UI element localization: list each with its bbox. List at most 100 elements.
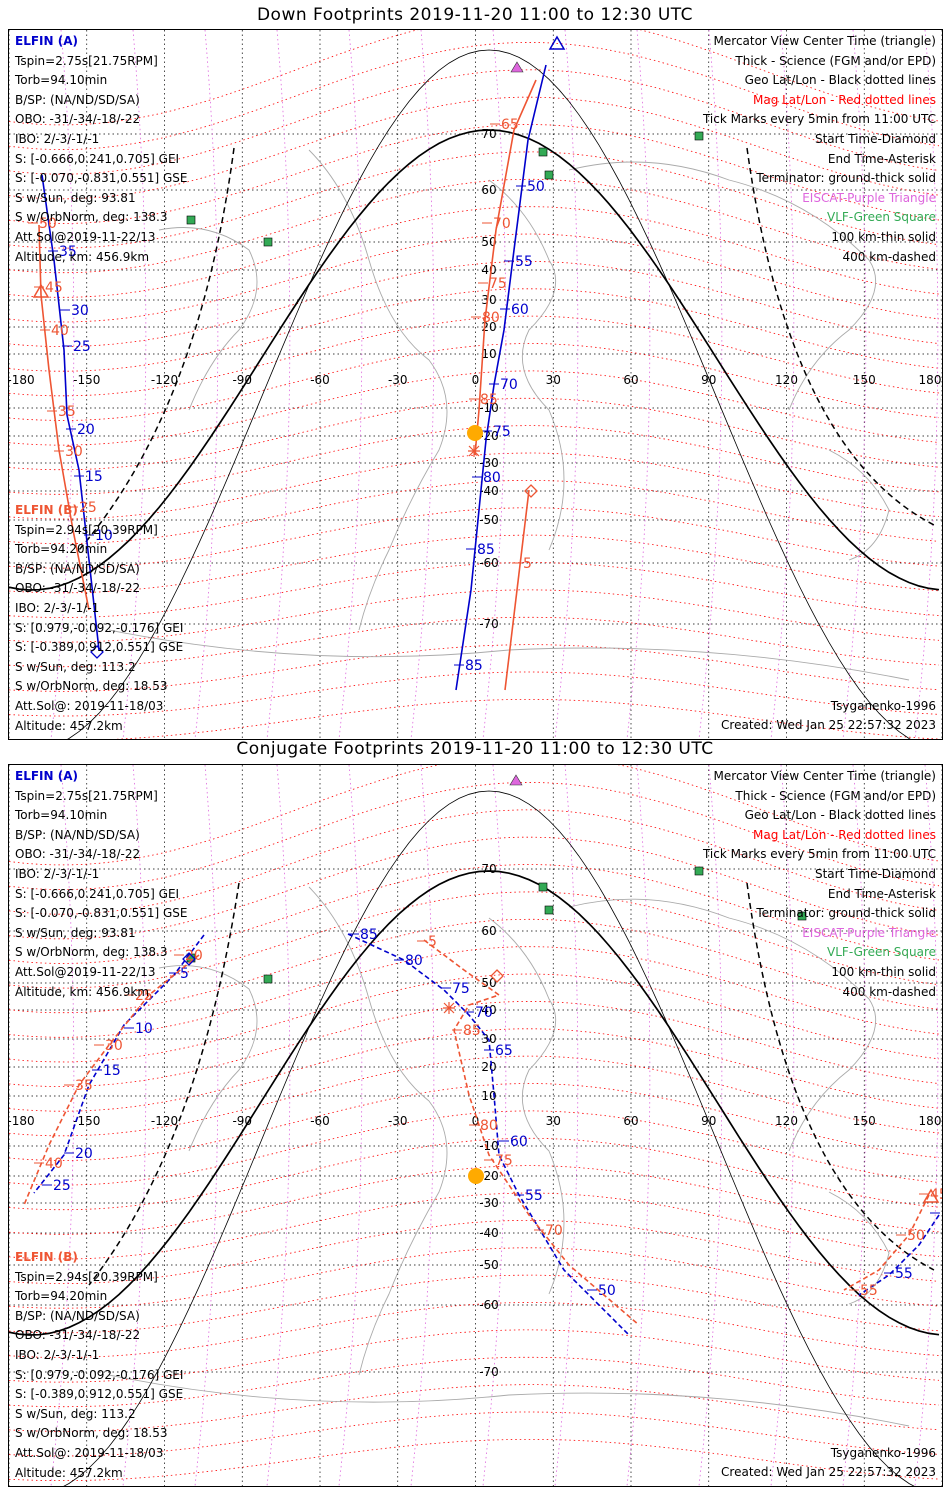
lon-tick-label: -30: [388, 1114, 408, 1128]
info-line: IBO: 2/-3/-1/-1: [15, 131, 100, 146]
track-tick-label: 75: [493, 424, 511, 440]
sun-icon: [467, 425, 483, 441]
mag-lat-line: [9, 891, 940, 989]
info-line: S w/Sun, deg: 93.81: [15, 190, 136, 205]
lon-tick-label: -180: [9, 1114, 35, 1128]
track-tick-label: 55: [860, 1283, 878, 1299]
mag-lat-line: [9, 452, 940, 520]
terminator-ground: [9, 870, 940, 1336]
legend-item: Terminator: ground-thick solid: [756, 171, 936, 186]
mag-lon-line: [410, 765, 435, 1486]
vlf-square-icon: [186, 215, 196, 225]
mag-lat-line: [9, 616, 940, 668]
elfin-b-down-track: [474, 79, 537, 456]
coastline: [308, 886, 448, 1376]
lat-tick-label: 20: [481, 1060, 496, 1074]
start-diamond-icon: [524, 484, 538, 498]
track-tick-label: 25: [79, 500, 97, 516]
info-line: S: [-0.666,0.241,0.705] GEI: [15, 151, 180, 166]
conj-legend: Mercator View Center Time (triangle) Thi…: [703, 767, 936, 1002]
mag-lon-line: [698, 765, 723, 1486]
end-asterisk-icon: [443, 1002, 455, 1014]
conj-elfin-a-header: ELFIN (A): [15, 769, 78, 783]
track-tick-label: 80: [480, 1118, 498, 1134]
start-diamond-icon: [182, 952, 196, 966]
mag-lat-line: [9, 1220, 940, 1284]
info-line: OBO: -31/-34/-18/-22: [15, 581, 141, 596]
info-line: Tspin=2.75s[21.75RPM]: [15, 788, 158, 803]
info-line: B/SP: (NA/ND/SD/SA): [15, 92, 140, 107]
info-line: Tspin=2.94s[20.39RPM]: [15, 1269, 158, 1284]
info-line: Torb=94.10min: [15, 73, 108, 88]
coastline: [488, 179, 565, 551]
lon-tick-label: 150: [853, 373, 876, 387]
track-tick-label: 85: [477, 542, 495, 558]
lat-tick-label: 50: [481, 976, 496, 990]
info-line: S w/Sun, deg: 113.2: [15, 659, 136, 674]
track-tick-label: 35: [75, 1078, 93, 1094]
legend-item: 400 km-dashed: [842, 249, 936, 264]
legend-item: EISCAT-Purple Triangle: [802, 190, 936, 205]
track-tick-label: 75: [495, 1153, 513, 1169]
legend-item: Thick - Science (FGM and/or EPD): [735, 53, 936, 68]
track-tick-label: 70: [475, 1005, 493, 1021]
start-diamond-icon: [490, 969, 504, 983]
mag-lat-line: [9, 836, 940, 940]
mag-lat-line: [9, 178, 940, 274]
coastline: [308, 149, 448, 631]
mag-lat-line: [9, 1083, 940, 1161]
track-tick-label: 40: [45, 1156, 63, 1172]
mag-lon-line: [50, 765, 75, 1486]
info-line: Tspin=2.75s[21.75RPM]: [15, 53, 158, 68]
lat-tick-label: 40: [481, 1003, 496, 1017]
track-tick-label: 75: [452, 981, 470, 997]
track-tick-label: 55: [895, 1266, 913, 1282]
mag-lat-line: [9, 288, 940, 372]
track-tick-label: 45: [930, 1187, 942, 1203]
legend-item: Mag Lat/Lon - Red dotted lines: [752, 827, 936, 842]
mag-lon-line: [194, 765, 219, 1486]
lon-tick-label: 0: [472, 1114, 480, 1128]
conj-elfin-b-header: ELFIN (B): [15, 1250, 78, 1264]
mag-lat-line: [9, 206, 940, 298]
legend-item: End Time-Asterisk: [827, 886, 936, 901]
vlf-square-icon: [263, 974, 273, 984]
lon-tick-label: 60: [623, 373, 638, 387]
lon-tick-label: -150: [73, 1114, 100, 1128]
elfin-b-down-track-south: [504, 489, 530, 691]
lat-tick-label: -30: [479, 1196, 499, 1210]
info-line: OBO: -31/-34/-18/-22: [15, 847, 141, 862]
lon-tick-label: 150: [853, 1114, 876, 1128]
info-line: IBO: 2/-3/-1/-1: [15, 600, 100, 615]
info-line: S w/OrbNorm, deg: 138.3: [15, 210, 168, 225]
info-line: S w/OrbNorm, deg: 18.53: [15, 679, 168, 694]
mag-lat-line: [9, 1055, 940, 1137]
center-time-triangle-icon: [922, 1188, 940, 1203]
track-tick-label: 10: [135, 1021, 153, 1037]
mag-lat-line: [9, 1356, 940, 1408]
track-tick-label: 45: [45, 280, 63, 296]
mag-lat-line: [9, 809, 940, 915]
terminator-400km: [78, 147, 235, 551]
elfin-a-down-track: [455, 64, 547, 691]
track-tick-label: 30: [65, 444, 83, 460]
mag-lon-line: [338, 30, 363, 739]
vlf-square-icon: [694, 866, 704, 876]
info-line: IBO: 2/-3/-1/-1: [15, 1347, 100, 1362]
mag-lat-line: [9, 151, 940, 249]
lat-tick-label: 40: [481, 263, 496, 277]
track-tick-label: 55: [515, 254, 533, 270]
elfin-b-conj-track-east: [843, 1194, 930, 1291]
lon-tick-label: 180: [919, 1114, 942, 1128]
mag-lon-line: [626, 765, 651, 1486]
vlf-square-icon: [544, 905, 554, 915]
track-tick-label: 35: [59, 244, 77, 260]
mag-lat-line: [9, 96, 940, 200]
lon-tick-label: -180: [9, 373, 35, 387]
coastline: [108, 1374, 910, 1427]
lon-tick-label: -90: [232, 1114, 252, 1128]
down-map-panel: -180 -150 -120 -90 -60 -30 0 30 60 90 120 150 180 70 6…: [8, 29, 943, 740]
info-line: IBO: 2/-3/-1/-1: [15, 866, 100, 881]
track-tick-label: 65: [501, 117, 519, 133]
track-tick-label: 80: [482, 310, 500, 326]
